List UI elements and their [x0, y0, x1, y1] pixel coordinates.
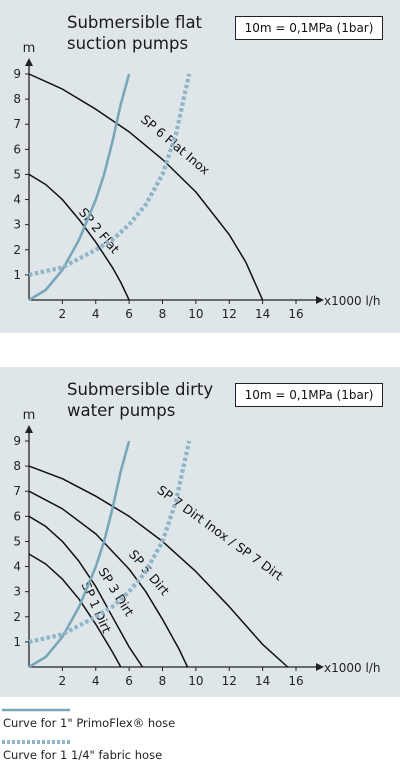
- x-axis-arrow: [316, 663, 324, 671]
- x-tick-label: 6: [125, 674, 133, 688]
- x-tick-label: 12: [222, 307, 237, 321]
- x-tick-label: 12: [222, 674, 237, 688]
- chart-panel-dirty-water: 2 4 6 8 10 12 14 16 1 2 3 4 5 6 7 8 9 m x1000 l/h SP 7 Dirt…: [0, 367, 400, 697]
- y-tick-label: 4: [13, 193, 21, 207]
- chart-panel-flat-suction: 2 4 6 8 10 12 14 16 1 2 3 4 5 6 7 8 9 m x1000 l/h SP 6 Flat…: [0, 0, 400, 333]
- x-tick-label: 16: [288, 307, 303, 321]
- legend-swatch-solid: [2, 708, 70, 712]
- y-axis-arrow: [25, 425, 33, 433]
- series-line-hose-1in: [28, 440, 131, 669]
- series-label: SP 5 Dirt: [126, 547, 173, 598]
- chart-title: Submersible flat suction pumps: [67, 13, 203, 53]
- y-tick-label: 5: [13, 534, 21, 548]
- x-tick-label: 2: [59, 674, 67, 688]
- y-tick-label: 7: [13, 484, 21, 498]
- series-line-pump: [28, 173, 130, 301]
- x-tick-label: 14: [255, 307, 270, 321]
- series-line-pump: [28, 73, 264, 301]
- x-tick-label: 8: [159, 674, 167, 688]
- legend-item-primoflex: Curve for 1" PrimoFlex® hose: [0, 706, 400, 736]
- chart-title: Submersible dirty water pumps: [67, 380, 214, 420]
- y-tick-label: 6: [13, 142, 21, 156]
- x-tick-label: 14: [255, 674, 270, 688]
- y-tick-label: 9: [13, 434, 21, 448]
- x-tick-label: 4: [92, 674, 100, 688]
- y-axis-label: m: [23, 408, 36, 423]
- y-tick-label: 6: [13, 509, 21, 523]
- y-tick-label: 8: [13, 92, 21, 106]
- series-label: SP 7 Dirt Inox / SP 7 Dirt: [155, 482, 286, 583]
- y-tick-label: 8: [13, 459, 21, 473]
- y-tick-label: 2: [13, 610, 21, 624]
- x-tick-label: 4: [92, 307, 100, 321]
- x-axis-label: x1000 l/h: [324, 661, 380, 675]
- unit-note: 10m = 0,1MPa (1bar): [235, 16, 383, 40]
- y-tick-label: 3: [13, 585, 21, 599]
- y-axis-label: m: [23, 41, 36, 56]
- legend-label: Curve for 1" PrimoFlex® hose: [3, 716, 176, 730]
- x-axis-label: x1000 l/h: [324, 294, 380, 308]
- x-tick-label: 16: [288, 674, 303, 688]
- x-tick-label: 6: [125, 307, 133, 321]
- y-axis-arrow: [25, 58, 33, 66]
- y-tick-label: 4: [13, 560, 21, 574]
- legend-swatch-dotted: [2, 740, 70, 744]
- series-line-pump: [28, 515, 144, 668]
- x-tick-label: 8: [159, 307, 167, 321]
- y-tick-label: 5: [13, 167, 21, 181]
- y-tick-label: 3: [13, 218, 21, 232]
- y-tick-label: 9: [13, 67, 21, 81]
- legend-item-fabric-hose: Curve for 1 1/4" fabric hose: [0, 738, 400, 768]
- y-tick-label: 7: [13, 117, 21, 131]
- x-axis-arrow: [316, 296, 324, 304]
- x-tick-label: 2: [59, 307, 67, 321]
- y-tick-label: 1: [13, 268, 21, 282]
- x-tick-label: 10: [188, 674, 203, 688]
- series-line-pump: [28, 553, 122, 668]
- unit-note: 10m = 0,1MPa (1bar): [235, 383, 383, 407]
- x-tick-label: 10: [188, 307, 203, 321]
- legend-label: Curve for 1 1/4" fabric hose: [3, 748, 163, 762]
- y-tick-label: 1: [13, 635, 21, 649]
- series-line-hose-1in: [28, 73, 131, 302]
- y-tick-label: 2: [13, 243, 21, 257]
- series-label: SP 6 Flat Inox: [138, 112, 213, 178]
